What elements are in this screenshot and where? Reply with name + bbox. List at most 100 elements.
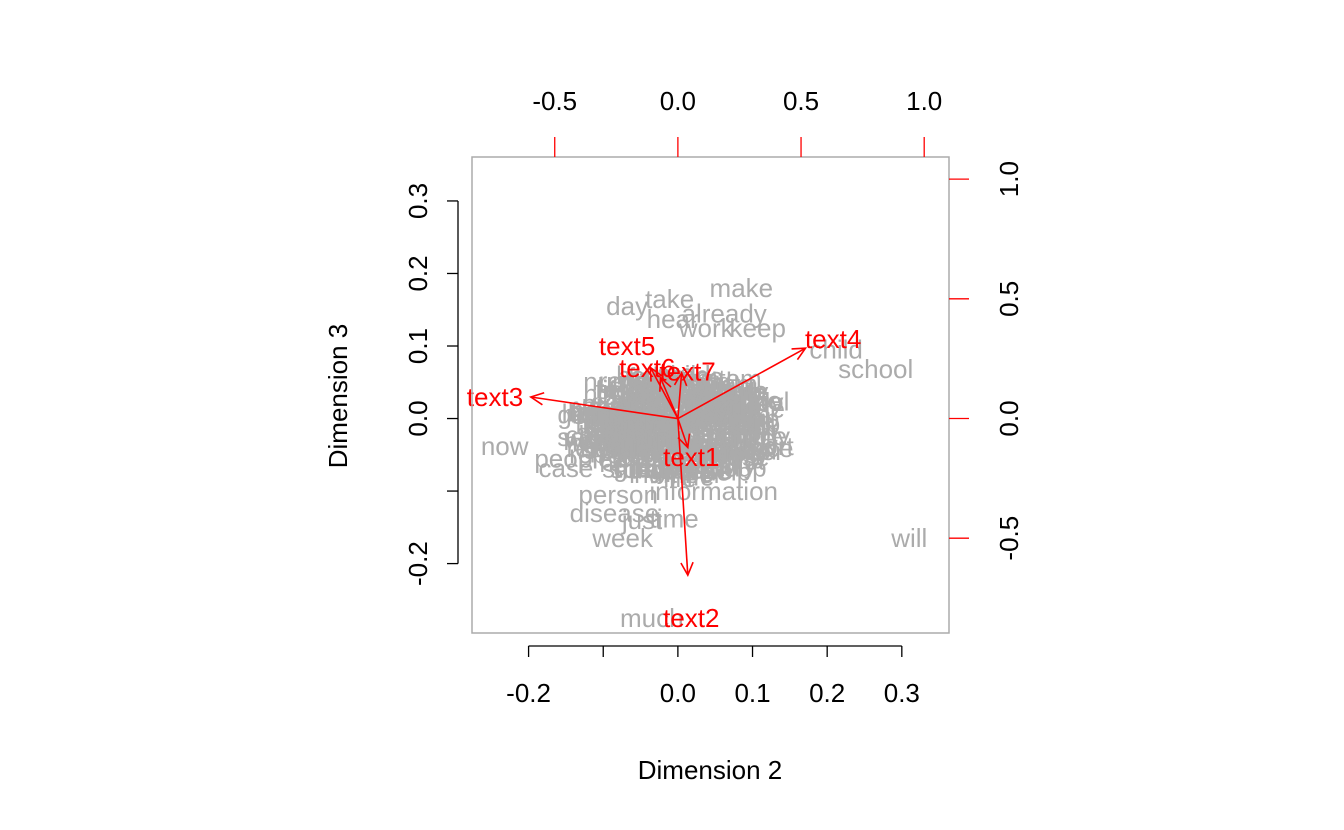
- word-cloud-label: need: [667, 431, 725, 461]
- word-cloud-label: school: [646, 381, 721, 411]
- vector-label-text1: text1: [663, 442, 719, 472]
- word-cloud-label: health: [685, 401, 756, 431]
- word-label: now: [481, 431, 529, 461]
- x-tick-label: -0.2: [506, 678, 551, 708]
- word-cloud-label: child: [605, 417, 658, 447]
- word-label: day: [606, 291, 648, 321]
- word-cloud-label: health: [579, 425, 650, 455]
- word-cloud-label: care: [610, 432, 661, 462]
- y-tick-label: 0.2: [403, 255, 433, 291]
- word-cloud-label: health: [575, 408, 646, 438]
- word-cloud-label: public: [687, 386, 755, 416]
- word-cloud-label: need: [563, 426, 621, 456]
- word-cloud-label: group: [595, 408, 662, 438]
- word-cloud-label: service: [586, 398, 668, 428]
- word-cloud-label: family: [693, 419, 761, 449]
- vector-arrow-text6: [659, 377, 679, 419]
- word-cloud-label: child: [687, 452, 740, 482]
- word-cloud-label: need: [668, 444, 726, 474]
- word-cloud-label: world: [563, 424, 626, 454]
- plot-frame: [471, 156, 950, 634]
- word-cloud-label: help: [629, 405, 678, 435]
- word-cloud-label: world: [630, 431, 693, 461]
- vector-arrowhead-text2: [680, 561, 694, 578]
- word-cloud-label: life: [737, 382, 770, 412]
- word-cloud-label: state: [584, 410, 640, 440]
- word-cloud-label: help: [621, 382, 670, 412]
- word-cloud-label: house: [661, 455, 732, 485]
- word-cloud-label: family: [689, 449, 757, 479]
- word-cloud-label: help: [731, 408, 780, 438]
- word-cloud-label: help: [702, 456, 751, 486]
- word-cloud-label: care: [682, 370, 733, 400]
- vector-arrowhead-text1: [677, 433, 691, 450]
- word-label: person: [578, 480, 658, 510]
- word-cloud-label: study: [610, 435, 672, 465]
- vector-arrow-text1: [677, 418, 689, 448]
- word-cloud-label: service: [651, 455, 733, 485]
- word-cloud-label: group: [604, 402, 671, 432]
- word-cloud-label: house: [583, 378, 654, 408]
- word-cloud-label: service: [587, 420, 669, 450]
- word-cloud-label: child: [565, 420, 618, 450]
- word-cloud-label: school: [695, 403, 770, 433]
- vector-arrow-text4: [677, 347, 806, 420]
- y-tick-label: 0.1: [403, 328, 433, 364]
- word-cloud-label: report: [566, 433, 635, 463]
- word-cloud-label: house: [641, 431, 712, 461]
- word-label: take: [645, 284, 694, 314]
- word-cloud-label: system: [602, 406, 684, 436]
- top-x-tick-label: 1.0: [906, 86, 942, 116]
- word-cloud-label: first: [595, 374, 638, 404]
- word-cloud-label: study: [603, 434, 665, 464]
- word-cloud-label: report: [726, 431, 795, 461]
- word-cloud-label: system: [609, 422, 691, 452]
- x-tick-label: 0.1: [734, 678, 770, 708]
- word-cloud-label: care: [682, 401, 733, 431]
- word-cloud-label: care: [632, 422, 683, 452]
- word-cloud-label: help: [601, 430, 650, 460]
- word-cloud-label: life: [618, 411, 651, 441]
- word-cloud-label: world: [645, 454, 708, 484]
- word-label: school: [838, 354, 913, 384]
- word-cloud-label: service: [705, 421, 787, 451]
- word-cloud-label: first: [606, 429, 649, 459]
- word-cloud-label: world: [691, 371, 754, 401]
- word-label: make: [710, 273, 774, 303]
- word-cloud-label: life: [597, 375, 630, 405]
- word-cloud-label: health: [580, 434, 651, 464]
- word-cloud-label: service: [557, 422, 639, 452]
- word-cloud-label: study: [709, 431, 771, 461]
- word-cloud-label: public: [694, 401, 762, 431]
- word-cloud-label: public: [599, 408, 667, 438]
- word-cloud-label: system: [625, 370, 707, 400]
- right-y-tick-label: 0.5: [994, 281, 1024, 317]
- word-cloud-label: family: [700, 377, 768, 407]
- word-cloud-label: group: [713, 403, 780, 433]
- word-cloud-label: year: [681, 400, 732, 430]
- word-cloud-label: system: [679, 363, 761, 393]
- y-axis-title: Dimension 3: [323, 324, 353, 469]
- word-cloud-label: year: [715, 404, 766, 434]
- word-cloud-label: state: [725, 386, 781, 416]
- word-label: people: [534, 443, 612, 473]
- x-tick-label: 0.2: [809, 678, 845, 708]
- word-cloud-label: state: [683, 393, 739, 423]
- word-cloud-label: first: [685, 391, 728, 421]
- word-cloud-label: life: [707, 390, 740, 420]
- word-cloud-label: house: [714, 393, 785, 423]
- word-cloud-label: first: [628, 362, 671, 392]
- word-cloud-label: world: [633, 405, 696, 435]
- word-cloud-label: public: [612, 439, 680, 469]
- top-x-tick-label: 0.5: [783, 86, 819, 116]
- word-cloud-label: help: [623, 450, 672, 480]
- word-cloud-label: report: [596, 374, 665, 404]
- word-cloud-label: life: [663, 463, 696, 493]
- word-cloud-label: health: [663, 373, 734, 403]
- word-cloud-label: help: [591, 401, 640, 431]
- word-cloud-label: help: [689, 398, 738, 428]
- word-cloud-label: group: [583, 429, 650, 459]
